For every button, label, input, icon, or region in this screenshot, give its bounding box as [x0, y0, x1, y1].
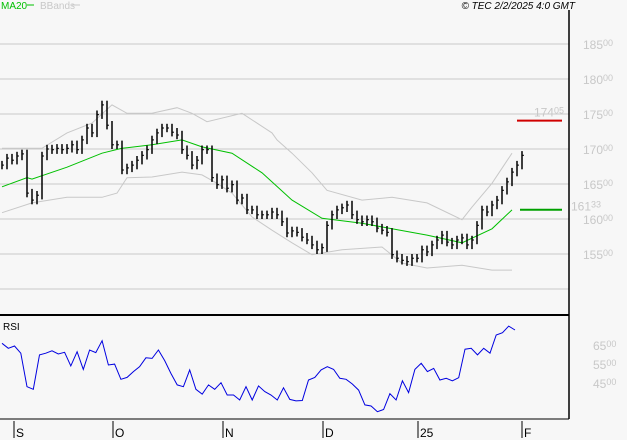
x-tick-label: N [225, 426, 234, 440]
y-tick-label: 18000 [583, 73, 613, 87]
rsi-tick-label: 6500 [593, 339, 616, 353]
rsi-line [1, 325, 516, 413]
y-tick-label: 16500 [583, 178, 613, 192]
chart-header: MA20 BBands © TEC 2/2/2025 4:0 GMT [1, 1, 576, 12]
x-tick-label: S [16, 426, 24, 440]
y-tick-label: 17500 [583, 108, 613, 122]
bband-lower-line [1, 171, 512, 271]
ma20-line [1, 139, 513, 244]
rsi-path [1, 325, 516, 413]
x-tick-label: 25 [420, 426, 434, 440]
x-tick-label: D [325, 426, 334, 440]
copyright-timestamp: © TEC 2/2/2025 4:0 GMT [461, 1, 575, 12]
ma20-path [1, 139, 513, 244]
y-tick-label: 15500 [583, 248, 613, 262]
bollinger-bands [1, 104, 513, 271]
y-tick-label: 18500 [583, 38, 613, 52]
rsi-axis-labels: 6500 5500 4500 [593, 339, 616, 391]
price-grid [0, 43, 569, 290]
price-markers: 17405 16133 [517, 106, 601, 214]
legend-bbands-label: BBands [40, 1, 75, 12]
ma20-last-label: 16133 [571, 200, 601, 214]
legend-ma20-label: MA20 [1, 1, 28, 12]
x-tick-label: F [524, 426, 531, 440]
price-bars [1, 100, 524, 266]
price-axis-labels: 18500 18000 17500 17000 16500 16000 15500 [583, 38, 613, 262]
y-tick-label: 17000 [583, 143, 613, 157]
bband-upper-line [2, 104, 513, 221]
y-tick-label: 16000 [583, 213, 613, 227]
x-tick-label: O [115, 426, 124, 440]
rsi-panel-title: RSI [3, 322, 20, 333]
resistance-label: 17405 [534, 106, 564, 120]
rsi-tick-label: 5500 [593, 358, 616, 372]
rsi-tick-label: 4500 [593, 377, 616, 391]
time-axis: S O N D 25 F [13, 421, 531, 440]
